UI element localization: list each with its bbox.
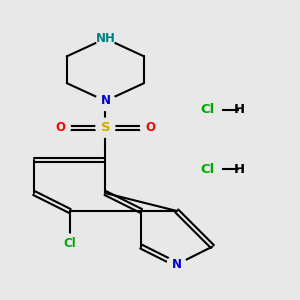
Text: Cl: Cl	[63, 237, 76, 250]
Text: Cl: Cl	[201, 103, 215, 116]
Text: H: H	[234, 103, 245, 116]
Circle shape	[96, 118, 115, 137]
Text: N: N	[100, 94, 110, 107]
Text: S: S	[100, 121, 110, 134]
Text: O: O	[145, 121, 155, 134]
Text: H: H	[234, 163, 245, 176]
Circle shape	[167, 255, 186, 274]
Circle shape	[96, 29, 115, 48]
Text: Cl: Cl	[201, 163, 215, 176]
Circle shape	[51, 118, 70, 137]
Text: N: N	[172, 258, 182, 271]
Text: O: O	[56, 121, 66, 134]
Circle shape	[140, 118, 160, 137]
Circle shape	[60, 234, 79, 253]
Circle shape	[96, 92, 115, 110]
Text: NH: NH	[95, 32, 116, 45]
